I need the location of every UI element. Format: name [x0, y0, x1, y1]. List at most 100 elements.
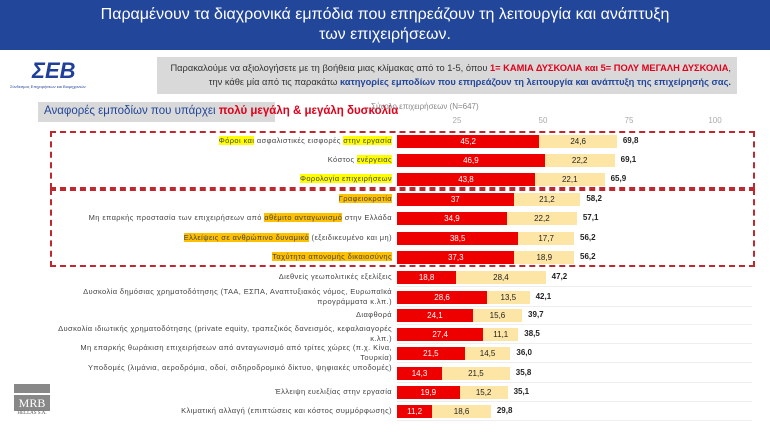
mrb-sub: HELLAS S.A.	[17, 411, 47, 416]
row-separator	[397, 324, 752, 325]
subtitle-b: πολύ μεγάλη & μεγάλη δυσκολία	[218, 105, 399, 117]
bar-high: 18,9	[514, 251, 575, 264]
bar-high: 22,2	[544, 154, 615, 167]
bar-very-high: 11,2	[397, 405, 433, 418]
subtitle-a: Αναφορές εμποδίων που υπάρχει	[44, 105, 219, 117]
total-label: 69,8	[622, 136, 639, 145]
seb-logo: ΣΕΒ Σύνδεσμος Επιχειρήσεων και Βιομηχανιώ…	[10, 58, 86, 89]
page-title: Παραμένουν τα διαχρονικά εμπόδια που επη…	[0, 0, 770, 50]
bar-very-high: 24,1	[397, 309, 473, 322]
bar-very-high: 19,9	[397, 386, 460, 399]
logo-tagline: Σύνδεσμος Επιχειρήσεων και Βιομηχανιών	[10, 84, 86, 89]
category-label: Διαφθορά	[52, 310, 392, 320]
category-label: Κόστος ενέργειας	[52, 155, 392, 165]
category-label-part: Φορολογία επιχειρήσεων	[299, 174, 392, 183]
total-label: 42,1	[535, 292, 552, 301]
category-label-part: αθέμιτο ανταγωνισμό	[264, 213, 343, 222]
x-tick-label: 50	[538, 116, 548, 125]
bar-very-high: 45,2	[397, 135, 540, 148]
sample-note: Σύνολο επιχειρήσεων (N=647)	[371, 102, 479, 111]
row-separator	[397, 343, 752, 344]
category-label: Διεθνείς γεωπολιτικές εξελίξεις	[52, 272, 392, 282]
bar-high: 15,2	[459, 386, 508, 399]
logo-text: ΣΕΒ	[32, 58, 76, 83]
total-label: 56,2	[580, 252, 596, 261]
category-label-part: στην εργασία	[343, 136, 392, 145]
category-label-part: Μη επαρκής προστασία των επιχειρήσεων απ…	[88, 213, 265, 222]
category-label-part: στην Ελλάδα	[342, 213, 392, 222]
bar-high: 24,6	[539, 135, 617, 148]
row-separator	[397, 401, 752, 402]
category-label-part: Υποδομές (λιμάνια, αεροδρόμια, οδοί, σιδ…	[87, 363, 392, 372]
row-separator	[397, 382, 752, 383]
category-label: Μη επαρκής θωράκιση επιχειρήσεων από αντ…	[52, 343, 392, 363]
row-separator	[397, 420, 752, 421]
category-label: Έλλειψη ευελιξίας στην εργασία	[52, 387, 392, 397]
category-label-part: Ελλείψεις σε ανθρώπινο δυναμικό	[183, 233, 310, 242]
total-label: 36,0	[516, 348, 532, 357]
bar-very-high: 27,4	[397, 328, 484, 341]
total-label: 69,1	[620, 155, 637, 164]
mrb-logo: MRB HELLAS S.A.	[14, 384, 50, 416]
category-label: Γραφειοκρατία	[52, 194, 392, 204]
category-label-part: Κλιματική αλλαγή (επιπτώσεις και κόστος …	[181, 406, 392, 415]
instr-text-2: την κάθε μία από τις παρακάτω	[208, 77, 340, 87]
total-label: 38,5	[524, 329, 540, 338]
category-label: Δυσκολία δημόσιας χρηματοδότησης (ΤΑΑ, Ε…	[52, 287, 392, 307]
row-separator	[397, 286, 752, 287]
category-label: Υποδομές (λιμάνια, αεροδρόμια, οδοί, σιδ…	[52, 363, 392, 373]
total-label: 56,2	[580, 233, 596, 242]
chart-subtitle: Αναφορές εμποδίων που υπάρχει πολύ μεγάλ…	[38, 102, 398, 122]
category-label-part: ασφαλιστικές εισφορές	[254, 136, 344, 145]
mrb-name: MRB	[14, 395, 50, 411]
bar-very-high: 38,5	[397, 232, 519, 245]
bar-high: 18,6	[432, 405, 491, 418]
category-label-part: Μη επαρκής θωράκιση επιχειρήσεων από αντ…	[80, 343, 392, 362]
category-label-part: Φόροι και	[218, 136, 255, 145]
x-tick-label: 25	[452, 116, 462, 125]
x-tick-label: 100	[708, 116, 722, 125]
bar-high: 22,2	[506, 212, 577, 225]
category-label-part: Δυσκολία ιδιωτικής χρηματοδότησης (priva…	[58, 324, 392, 343]
category-label-part: Δυσκολία δημόσιας χρηματοδότησης (ΤΑΑ, Ε…	[83, 287, 392, 306]
highlight-box-top	[50, 131, 755, 189]
bar-very-high: 18,8	[397, 271, 457, 284]
total-label: 65,9	[610, 174, 627, 183]
bar-high: 13,5	[487, 291, 530, 304]
total-label: 58,2	[586, 194, 602, 203]
bar-high: 17,7	[518, 232, 575, 245]
bar-high: 21,5	[442, 367, 510, 380]
total-label: 47,2	[551, 272, 568, 281]
instr-scale: 1= ΚΑΜΙΑ ΔΥΣΚΟΛΙΑ και 5= ΠΟΛΥ ΜΕΓΑΛΗ ΔΥΣ…	[490, 63, 729, 73]
category-label-part: Ταχύτητα απονομής δικαιοσύνης	[272, 252, 392, 261]
category-label-part: Κόστος	[327, 155, 357, 164]
bar-very-high: 21,5	[397, 347, 465, 360]
bar-very-high: 34,9	[397, 212, 507, 225]
bar-very-high: 46,9	[397, 154, 545, 167]
total-label: 29,8	[496, 406, 513, 415]
total-label: 39,7	[528, 310, 544, 319]
category-label-part: Γραφειοκρατία	[338, 194, 392, 203]
instr-categories: κατηγορίες εμποδίων που επηρεάζουν τη λε…	[339, 77, 731, 87]
title-line-2: των επιχειρήσεων.	[319, 26, 451, 43]
category-label: Κλιματική αλλαγή (επιπτώσεις και κόστος …	[52, 406, 392, 416]
bar-very-high: 14,3	[397, 367, 443, 380]
category-label: Μη επαρκής προστασία των επιχειρήσεων απ…	[52, 213, 392, 223]
row-separator	[397, 306, 752, 307]
category-label-part: Έλλειψη ευελιξίας στην εργασία	[274, 387, 392, 396]
category-label: Δυσκολία ιδιωτικής χρηματοδότησης (priva…	[52, 324, 392, 344]
total-label: 35,1	[513, 387, 530, 396]
total-label: 57,1	[582, 213, 599, 222]
category-label-part: Διαφθορά	[355, 310, 392, 319]
category-label-part: Διεθνείς γεωπολιτικές εξελίξεις	[278, 272, 392, 281]
bar-high: 28,4	[456, 271, 546, 284]
category-label: Φόροι και ασφαλιστικές εισφορές στην εργ…	[52, 136, 392, 146]
bar-very-high: 28,6	[397, 291, 488, 304]
highlight-box-second	[50, 189, 755, 267]
instructions: Παρακαλούμε να αξιολογήσετε με τη βοήθει…	[157, 57, 737, 94]
bar-high: 15,6	[472, 309, 523, 322]
bar-high: 21,2	[513, 193, 581, 206]
bar-high: 14,5	[464, 347, 511, 360]
bar-very-high: 43,8	[397, 173, 535, 186]
x-tick-label: 75	[624, 116, 634, 125]
